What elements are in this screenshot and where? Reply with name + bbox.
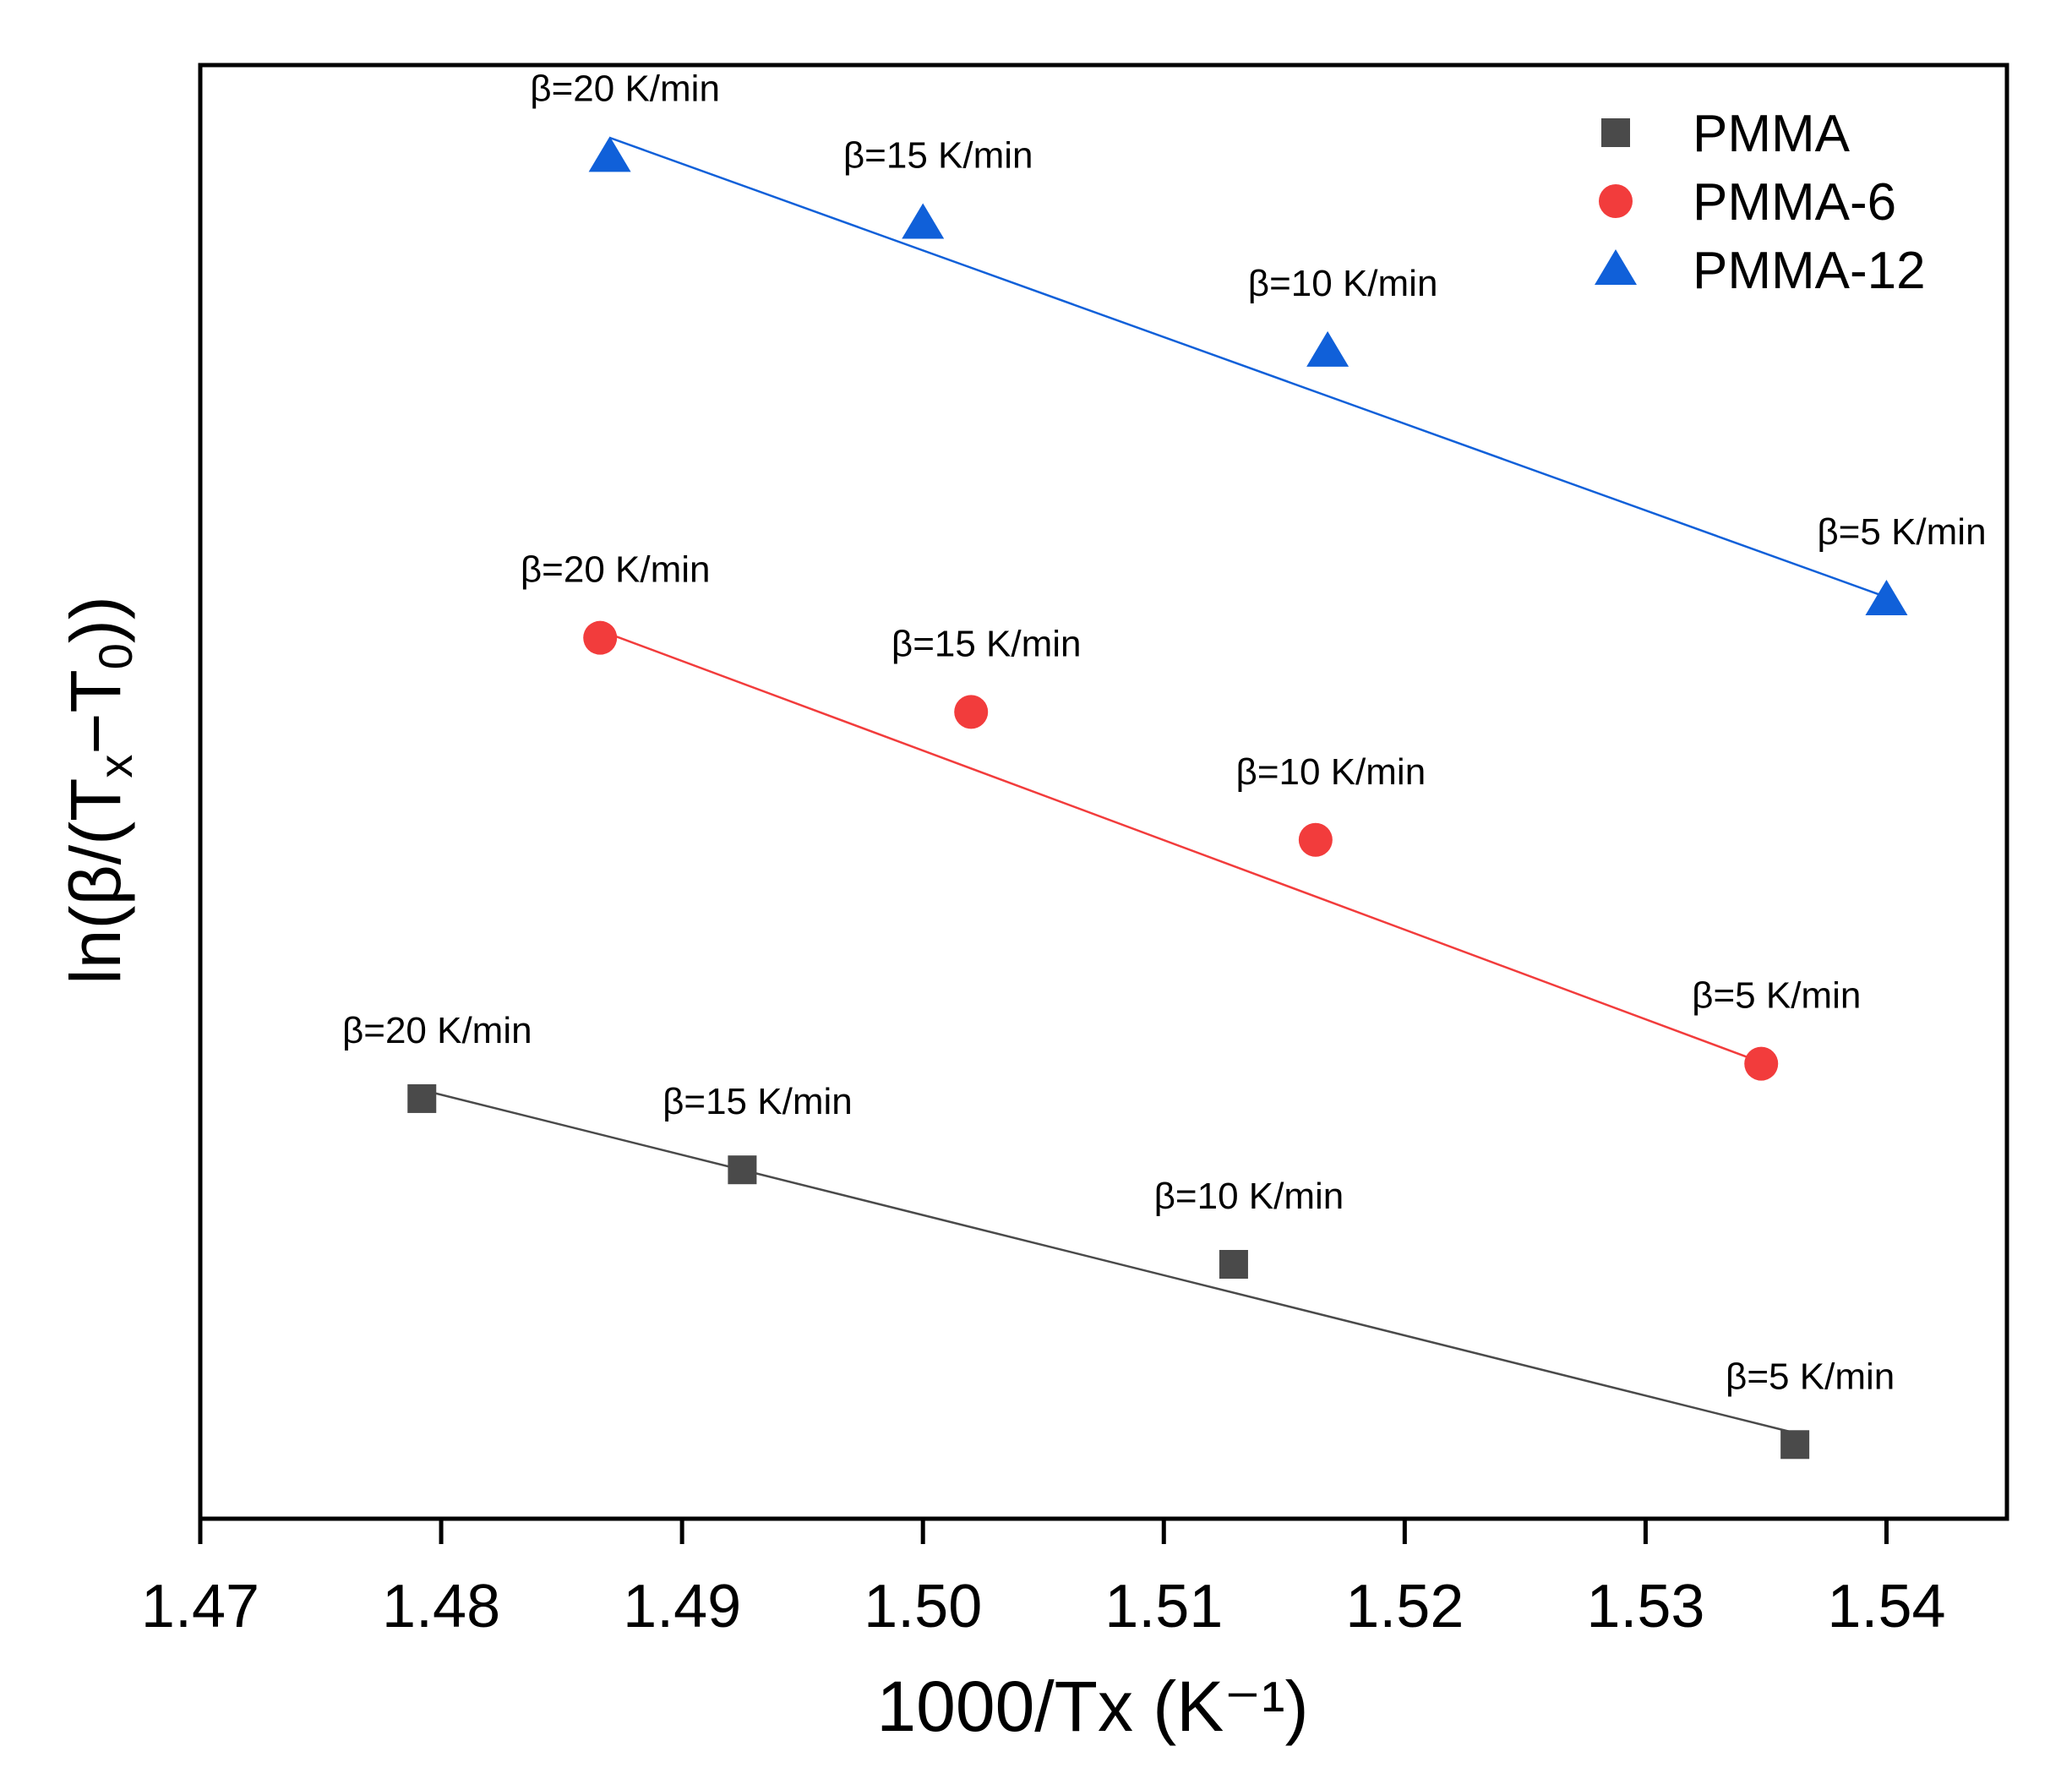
x-tick-label-5: 1.51 — [1104, 1573, 1223, 1640]
x-axis-ticks: 1.47 1.48 1.49 1.50 1.51 1.52 1.53 1.54 — [141, 1519, 1946, 1640]
x-tick-label-7: 1.53 — [1586, 1573, 1704, 1640]
legend-label-pmma: PMMA — [1693, 105, 1851, 163]
point-pmma-4 — [1780, 1430, 1810, 1460]
fit-lines — [421, 136, 1887, 1434]
legend-label-pmma-6: PMMA-6 — [1693, 173, 1896, 232]
point-pmma-3 — [1219, 1250, 1248, 1279]
legend-label-pmma-12: PMMA-12 — [1693, 242, 1926, 300]
x-tick-label-6: 1.52 — [1345, 1573, 1464, 1640]
x-axis-title: 1000/Tx (K⁻¹) — [876, 1667, 1308, 1746]
annotation-pmma-6-2: β=15 K/min — [892, 623, 1082, 664]
annotation-pmma-12-2: β=15 K/min — [843, 134, 1033, 176]
y-axis-title-middle: −T — [56, 669, 135, 754]
plot-frame — [198, 63, 2009, 1521]
y-axis-title-sub-x: x — [89, 755, 142, 778]
point-pmma-2 — [728, 1155, 757, 1185]
point-annotations: β=20 K/min β=15 K/min β=10 K/min β=5 K/min β… — [342, 68, 1987, 1397]
x-tick-label-4: 1.50 — [864, 1573, 982, 1640]
annotation-pmma-6-1: β=20 K/min — [521, 549, 711, 591]
y-axis-title-sub-0: 0 — [89, 643, 142, 669]
y-axis-title-suffix: )) — [56, 596, 135, 643]
point-pmma-6-4 — [1744, 1046, 1779, 1081]
fit-line-pmma — [421, 1089, 1796, 1434]
point-pmma-12-1 — [588, 136, 631, 172]
x-tick-label-3: 1.49 — [623, 1573, 741, 1640]
point-pmma-12-4 — [1865, 579, 1908, 615]
legend: PMMA PMMA-6 PMMA-12 — [1595, 105, 1926, 300]
point-pmma-6-1 — [583, 620, 618, 655]
legend-marker-pmma — [1601, 118, 1630, 147]
annotation-pmma-12-3: β=10 K/min — [1248, 263, 1438, 304]
fit-line-pmma-6 — [599, 629, 1762, 1064]
x-tick-label-1: 1.47 — [141, 1573, 259, 1640]
point-pmma-6-2 — [954, 695, 989, 729]
x-tick-label-2: 1.48 — [382, 1573, 500, 1640]
annotation-pmma-12-1: β=20 K/min — [530, 68, 720, 109]
point-pmma-12-3 — [1306, 330, 1350, 367]
annotation-pmma-4: β=5 K/min — [1726, 1356, 1895, 1397]
annotation-pmma-3: β=10 K/min — [1154, 1176, 1344, 1217]
point-pmma-6-3 — [1298, 822, 1333, 857]
legend-marker-pmma-6 — [1599, 184, 1633, 218]
annotation-pmma-2: β=15 K/min — [662, 1081, 853, 1122]
x-tick-label-8: 1.54 — [1827, 1573, 1945, 1640]
fit-line-pmma-12 — [609, 136, 1887, 598]
annotation-pmma-1: β=20 K/min — [342, 1010, 532, 1051]
y-axis-title-prefix: ln(β/(T — [56, 778, 135, 985]
point-pmma-1 — [407, 1083, 437, 1113]
legend-marker-pmma-12 — [1595, 249, 1637, 285]
annotation-pmma-6-4: β=5 K/min — [1692, 975, 1861, 1017]
y-axis-title: ln(β/(Tx−T0)) — [56, 596, 142, 985]
annotation-pmma-12-4: β=5 K/min — [1817, 511, 1986, 553]
data-markers — [407, 136, 1908, 1460]
point-pmma-12-2 — [902, 203, 945, 239]
annotation-pmma-6-3: β=10 K/min — [1236, 751, 1426, 793]
